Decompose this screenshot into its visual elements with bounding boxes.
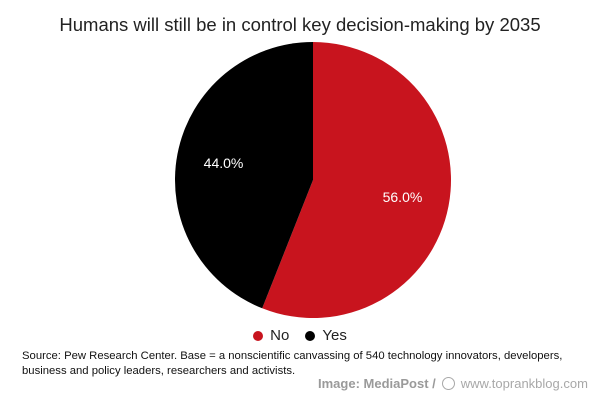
credit-site: www.toprankblog.com (460, 376, 588, 391)
legend-label-no: No (270, 327, 290, 344)
chart-title: Humans will still be in control key deci… (59, 14, 541, 35)
copyright-icon (441, 377, 455, 390)
legend: No Yes (0, 327, 600, 344)
legend-swatch-yes (305, 330, 316, 341)
legend-swatch-no (253, 330, 264, 341)
legend-item-no: No (253, 327, 289, 344)
pie-slice-no (262, 42, 452, 318)
pie-slice-yes (175, 42, 313, 309)
image-credit: Image: MediaPost / www.toprankblog.com (318, 376, 588, 391)
slice-label-yes: 44.0% (204, 155, 244, 171)
credit-text: Image: MediaPost / (318, 376, 436, 391)
legend-label-yes: Yes (322, 327, 347, 344)
source-note: Source: Pew Research Center. Base = a no… (22, 350, 563, 377)
slice-label-no: 56.0% (383, 189, 423, 205)
legend-item-yes: Yes (305, 327, 347, 344)
